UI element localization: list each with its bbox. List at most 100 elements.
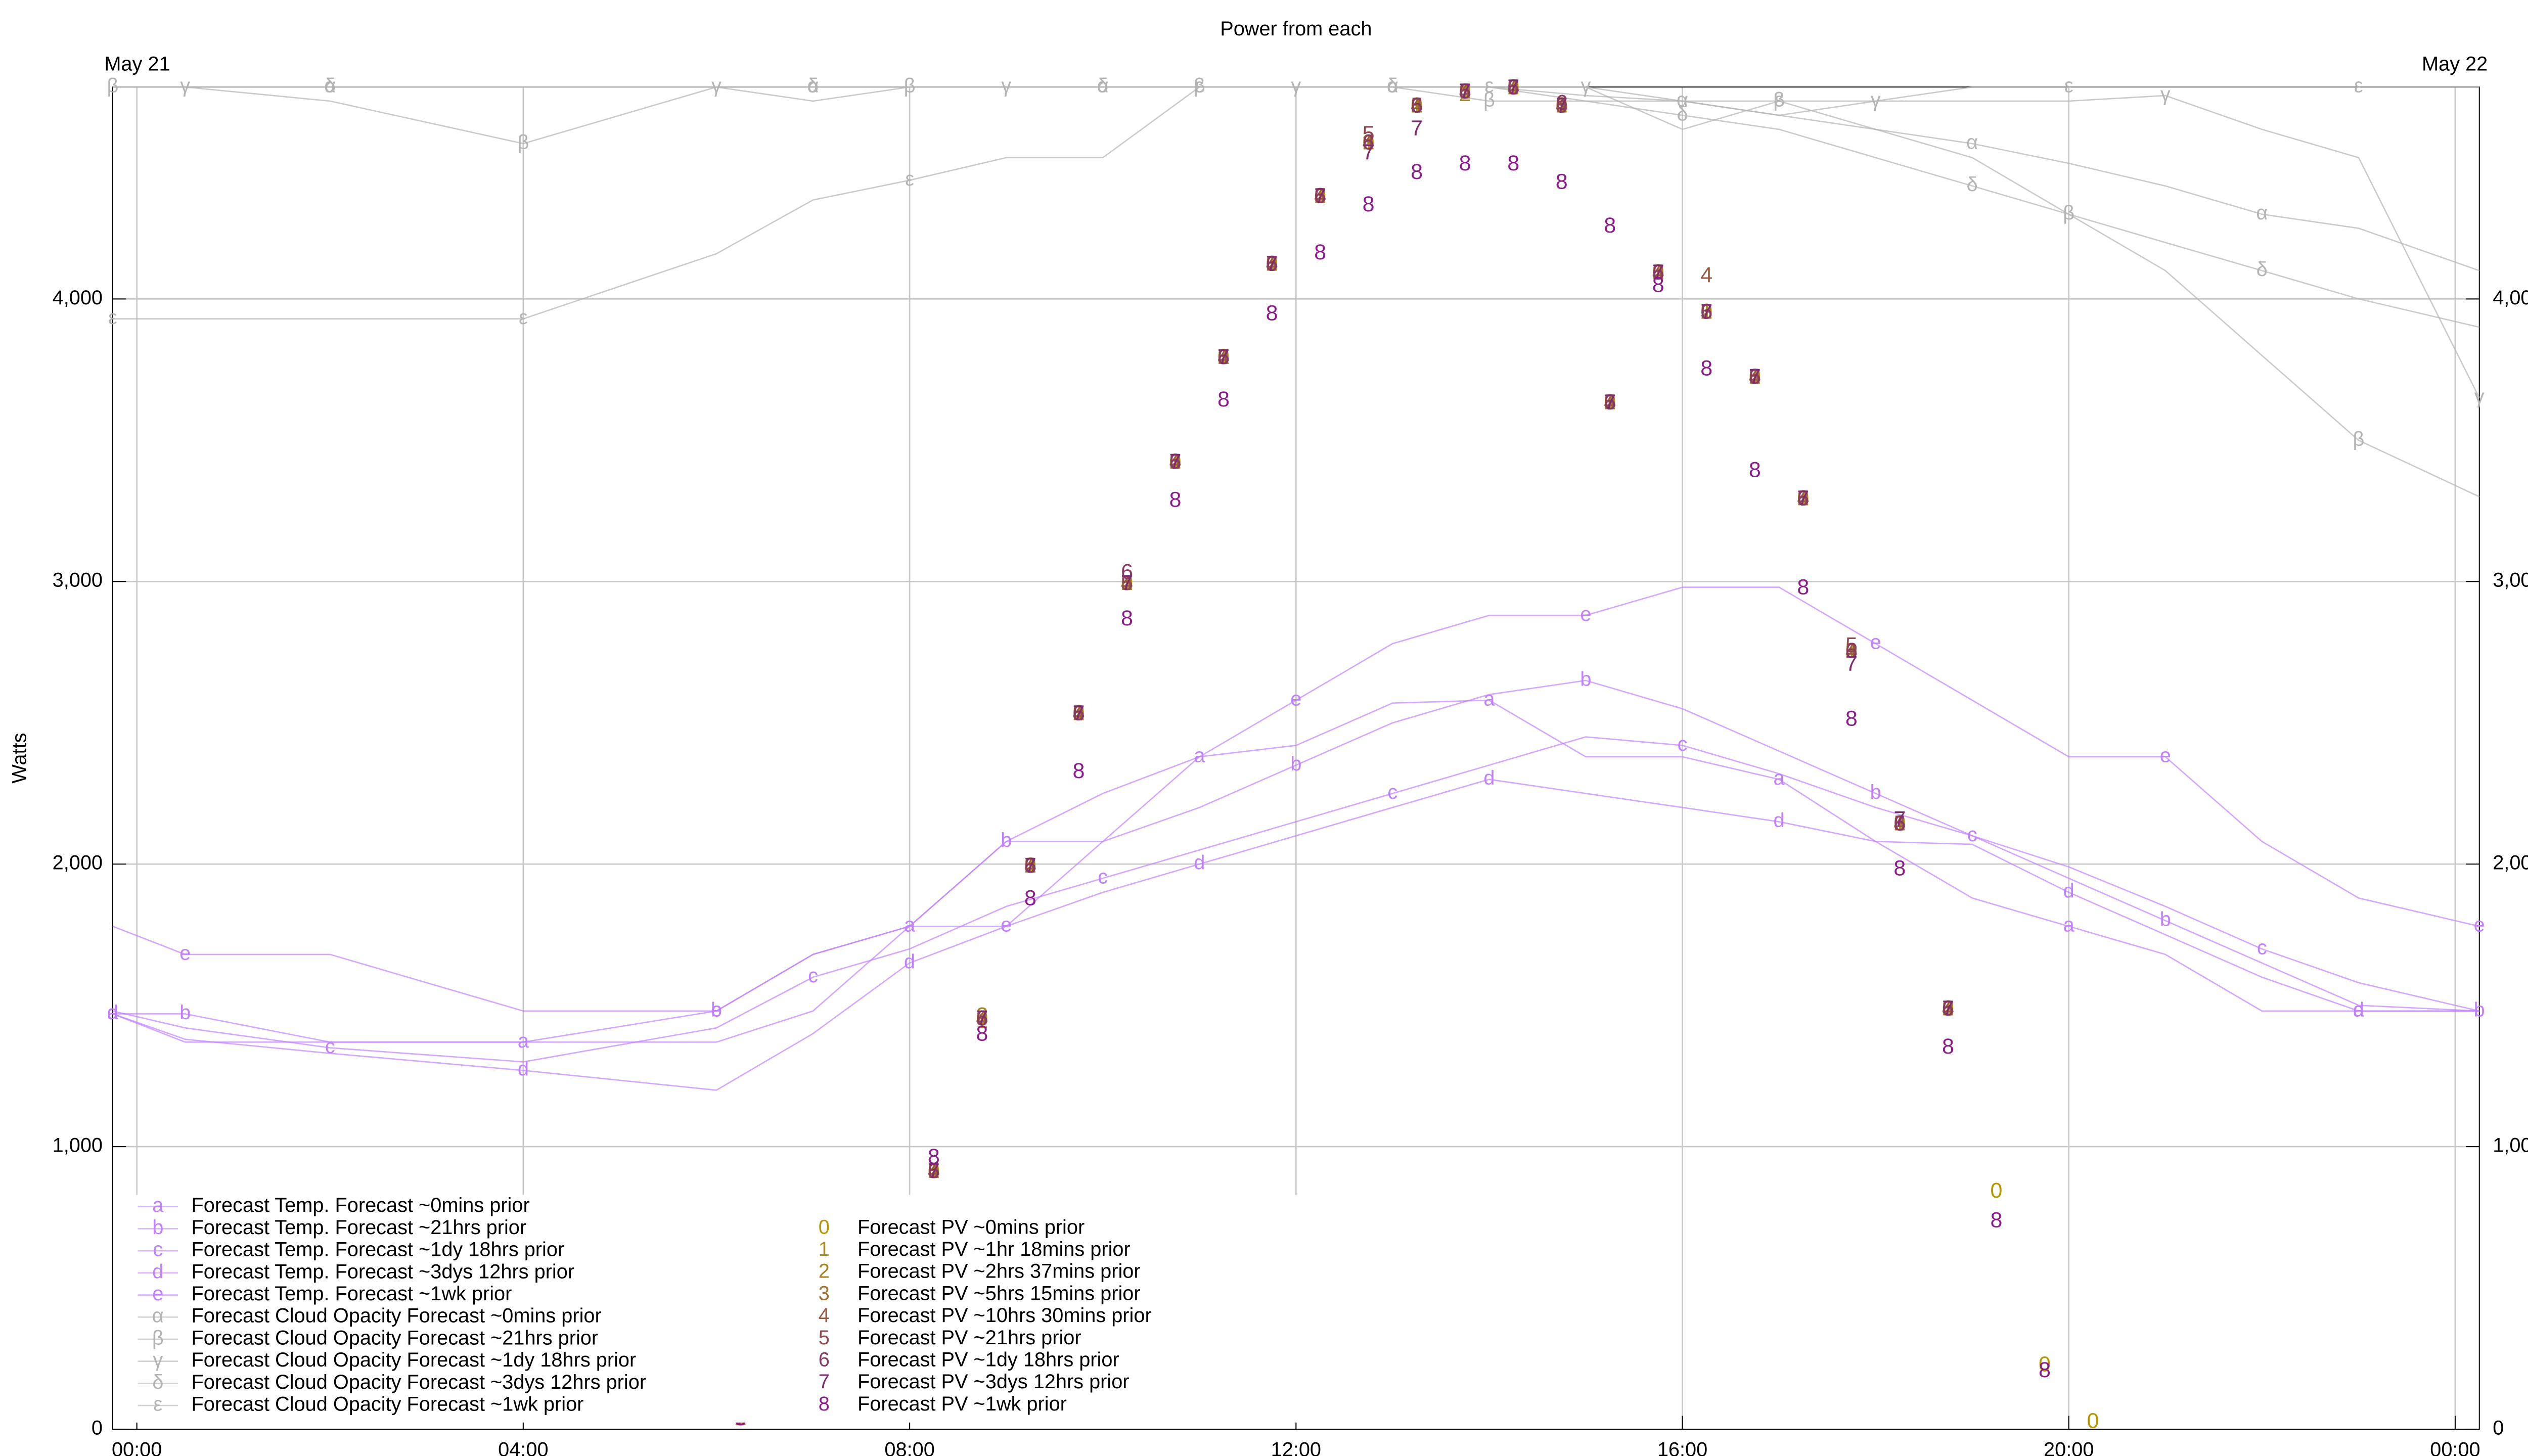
data-point: 4: [1411, 94, 1423, 118]
legend-label: Forecast PV ~5hrs 15mins prior: [857, 1282, 1141, 1304]
series-marker: γ: [2474, 385, 2485, 407]
legend-marker: δ: [152, 1371, 163, 1393]
data-point: 1: [1121, 571, 1133, 595]
data-point: 4: [1507, 75, 1519, 99]
legend-label: Forecast PV ~0mins prior: [857, 1216, 1085, 1238]
series-marker: c: [1678, 733, 1688, 755]
x-tick-label: 04:00: [498, 1439, 548, 1456]
data-point: 0: [1700, 300, 1712, 324]
legend-label: Forecast Cloud Opacity Forecast ~21hrs p…: [191, 1327, 598, 1349]
series-line: [112, 679, 2479, 1043]
data-point: 2: [976, 1003, 988, 1027]
data-point: 7: [1700, 300, 1712, 324]
data-point: 5: [1604, 390, 1616, 414]
data-point: 4: [1314, 184, 1326, 208]
series-marker: e: [1870, 631, 1881, 654]
data-point: 7: [1845, 652, 1858, 676]
date-label: May 21: [104, 53, 170, 75]
data-point: 7: [1459, 79, 1471, 104]
data-point: 0: [976, 1006, 988, 1030]
series-marker: ε: [2354, 75, 2363, 97]
data-point: 7: [1507, 75, 1519, 99]
data-point: 2: [1314, 184, 1326, 208]
series-marker: b: [1001, 829, 1012, 851]
series-marker: e: [179, 942, 191, 965]
series-marker: b: [711, 998, 722, 1021]
data-point: 8: [1990, 1208, 2002, 1233]
legend-marker: α: [152, 1305, 164, 1327]
series-marker: b: [2474, 998, 2485, 1021]
legend-marker: 6: [819, 1348, 830, 1371]
data-point: 8: [1556, 170, 1568, 194]
series-marker: β: [517, 131, 529, 153]
data-point: 4: [1556, 94, 1568, 118]
data-point: 3: [1507, 75, 1519, 99]
data-point: 5: [1121, 571, 1133, 595]
data-point: 5: [976, 1006, 988, 1030]
legend-marker: ε: [153, 1393, 162, 1416]
y2-tick-label: 3,000: [2493, 569, 2528, 592]
data-point: 1: [1411, 94, 1423, 118]
data-point: 5: [1169, 449, 1182, 474]
series-marker: a: [518, 1030, 529, 1052]
data-point: 6: [1556, 90, 1568, 115]
data-point: 0: [928, 1159, 940, 1183]
data-point: 6: [1700, 300, 1712, 324]
series-marker: a: [1194, 744, 1205, 766]
data-point: 7: [1024, 853, 1036, 878]
data-point: 4: [1749, 365, 1761, 389]
data-point: 6: [1217, 345, 1230, 369]
data-point: 6: [1749, 365, 1761, 389]
data-point: 6: [1314, 184, 1326, 208]
x-tick-label: 08:00: [884, 1439, 934, 1456]
series-marker: γ: [711, 75, 721, 97]
data-point: 1: [1893, 811, 1906, 835]
legend: a Forecast Temp. Forecast ~0mins prior b Fo…: [126, 1194, 1457, 1423]
data-point: 0: [1459, 79, 1471, 104]
data-point: 4: [1942, 996, 1954, 1020]
legend-label: Forecast Temp. Forecast ~0mins prior: [191, 1194, 529, 1216]
data-point: 2: [1893, 811, 1906, 835]
data-point: 2: [1217, 345, 1230, 369]
data-point: 3: [976, 1006, 988, 1030]
data-point: 8: [1072, 759, 1085, 783]
data-point: 6: [1072, 701, 1085, 725]
data-point: 8: [2039, 1358, 2051, 1382]
data-point: 5: [1217, 345, 1230, 369]
data-point: 5: [1700, 300, 1712, 324]
legend-marker: β: [152, 1327, 164, 1349]
data-point: 8: [1845, 706, 1858, 731]
data-point: 4: [1797, 486, 1809, 511]
series-marker: d: [2353, 998, 2364, 1021]
data-point: 4: [1072, 701, 1085, 725]
series-marker: β: [1483, 89, 1495, 111]
data-point: 2: [1556, 94, 1568, 118]
data-point: 2: [1169, 449, 1182, 474]
legend-marker: 5: [819, 1327, 830, 1349]
data-point: 2: [1604, 390, 1616, 414]
data-point: 3: [1893, 811, 1906, 835]
series-line: [112, 779, 2479, 1091]
series-marker: c: [1387, 781, 1397, 803]
data-point: 8: [1169, 487, 1182, 512]
data-point: 7: [1363, 140, 1375, 164]
data-point: 5: [1266, 252, 1278, 276]
legend-box: [126, 1195, 1457, 1423]
data-point: 3: [1459, 79, 1471, 104]
series-marker: γ: [2160, 83, 2171, 105]
data-point: 6: [1604, 390, 1616, 414]
data-point: 2: [928, 1159, 940, 1183]
series-marker: α: [1387, 75, 1398, 97]
legend-label: Forecast Cloud Opacity Forecast ~0mins p…: [191, 1305, 601, 1327]
data-point: 6: [1797, 486, 1809, 511]
data-point: 6: [1459, 79, 1471, 104]
data-point: 5: [1797, 486, 1809, 511]
series-marker: a: [2063, 914, 2075, 936]
data-point: 6: [1652, 260, 1664, 284]
series-marker: ε: [905, 168, 914, 190]
data-point: 1: [1700, 300, 1712, 324]
data-point: 6: [1411, 94, 1423, 118]
data-point: 2: [1121, 571, 1133, 595]
